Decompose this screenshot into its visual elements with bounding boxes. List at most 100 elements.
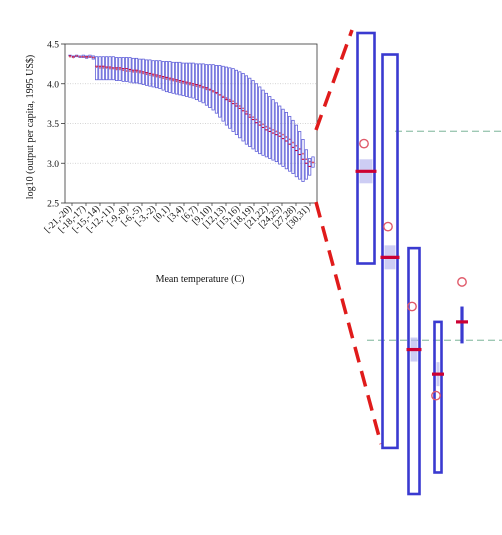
- mean-marker: [115, 68, 118, 71]
- inset-box: [407, 246, 421, 496]
- box: [268, 96, 272, 159]
- zoom-connector-top: [314, 29, 354, 131]
- box: [108, 56, 112, 81]
- box: [105, 56, 109, 81]
- box: [204, 64, 209, 106]
- mean-marker: [235, 102, 238, 105]
- mean-marker: [282, 133, 284, 136]
- box: [168, 61, 172, 93]
- box-series: [68, 54, 315, 182]
- mean-marker: [295, 144, 298, 147]
- box: [178, 61, 182, 96]
- box: [248, 77, 252, 147]
- mean-marker: [275, 130, 278, 133]
- box: [164, 61, 169, 93]
- mean-marker: [288, 138, 291, 141]
- mean-marker: [202, 86, 205, 89]
- mean-marker: [198, 86, 201, 88]
- mean-marker: [268, 127, 271, 130]
- inset-mean-marker: [457, 277, 467, 287]
- box: [115, 57, 119, 81]
- box: [191, 62, 195, 99]
- box: [188, 62, 192, 98]
- mean-marker: [228, 98, 231, 101]
- box: [241, 73, 245, 142]
- mean-marker: [292, 141, 294, 144]
- mean-marker: [112, 67, 115, 70]
- box: [271, 99, 275, 161]
- box: [304, 149, 308, 180]
- box: [244, 75, 248, 145]
- box: [238, 71, 242, 139]
- mean-marker: [245, 110, 248, 113]
- mean-marker: [69, 55, 71, 58]
- box: [251, 80, 255, 150]
- mean-marker: [242, 107, 244, 110]
- box: [101, 56, 105, 81]
- inset-mean-marker: [383, 221, 393, 232]
- mean-marker: [192, 84, 195, 87]
- box: [154, 60, 159, 89]
- mean-marker: [265, 125, 268, 128]
- box: [228, 67, 232, 129]
- mean-marker: [135, 70, 138, 73]
- box: [254, 83, 258, 152]
- mean-marker: [205, 88, 208, 91]
- box: [171, 61, 175, 94]
- mean-marker: [188, 83, 191, 86]
- box: [95, 56, 99, 81]
- mean-marker: [215, 92, 218, 95]
- box: [234, 69, 239, 136]
- box: [161, 61, 165, 91]
- mean-marker: [212, 90, 215, 93]
- box: [231, 68, 235, 132]
- inset-mean-marker: [359, 138, 369, 149]
- box: [214, 65, 219, 114]
- mean-marker: [152, 74, 155, 77]
- mean-marker: [238, 105, 241, 107]
- box: [181, 62, 185, 97]
- mean-marker: [85, 56, 88, 59]
- zoom-inset: [355, 31, 502, 496]
- mean-marker: [139, 71, 141, 74]
- mean-marker: [122, 69, 125, 72]
- mean-marker: [102, 66, 105, 69]
- y-tick-label: 4.5: [47, 41, 59, 51]
- mean-marker: [298, 148, 301, 150]
- mean-marker: [312, 161, 314, 164]
- zoom-connectors: [314, 29, 383, 445]
- mean-marker: [155, 75, 158, 78]
- mean-marker: [148, 74, 151, 76]
- box: [184, 62, 189, 97]
- mean-marker: [248, 113, 251, 116]
- box: [298, 131, 302, 180]
- mean-marker: [185, 82, 188, 85]
- mean-marker: [218, 93, 221, 96]
- mean-marker: [145, 73, 148, 76]
- mean-marker: [255, 118, 258, 121]
- mean-marker: [129, 70, 131, 72]
- mean-marker: [72, 56, 75, 59]
- box: [125, 57, 129, 82]
- mean-marker: [79, 55, 81, 58]
- box: [301, 139, 305, 182]
- mean-marker: [195, 85, 198, 88]
- box: [98, 56, 102, 81]
- box: [224, 66, 229, 126]
- y-tick-label: 3.5: [47, 120, 59, 130]
- inset-box: [433, 320, 443, 474]
- mean-marker: [132, 70, 135, 73]
- mean-marker: [75, 55, 78, 57]
- inset-box-series: [355, 31, 468, 496]
- x-axis-ticks: [-21,-20)[-18,-17)[-15,-14)[-12,-11)[-9,…: [42, 203, 312, 235]
- box: [194, 63, 199, 101]
- mean-marker: [208, 89, 211, 92]
- mean-marker: [172, 79, 175, 82]
- mean-marker: [82, 55, 85, 58]
- mean-marker: [109, 67, 111, 70]
- box: [261, 89, 265, 156]
- box: [208, 64, 212, 108]
- mean-marker: [262, 123, 264, 126]
- mean-marker: [119, 68, 121, 71]
